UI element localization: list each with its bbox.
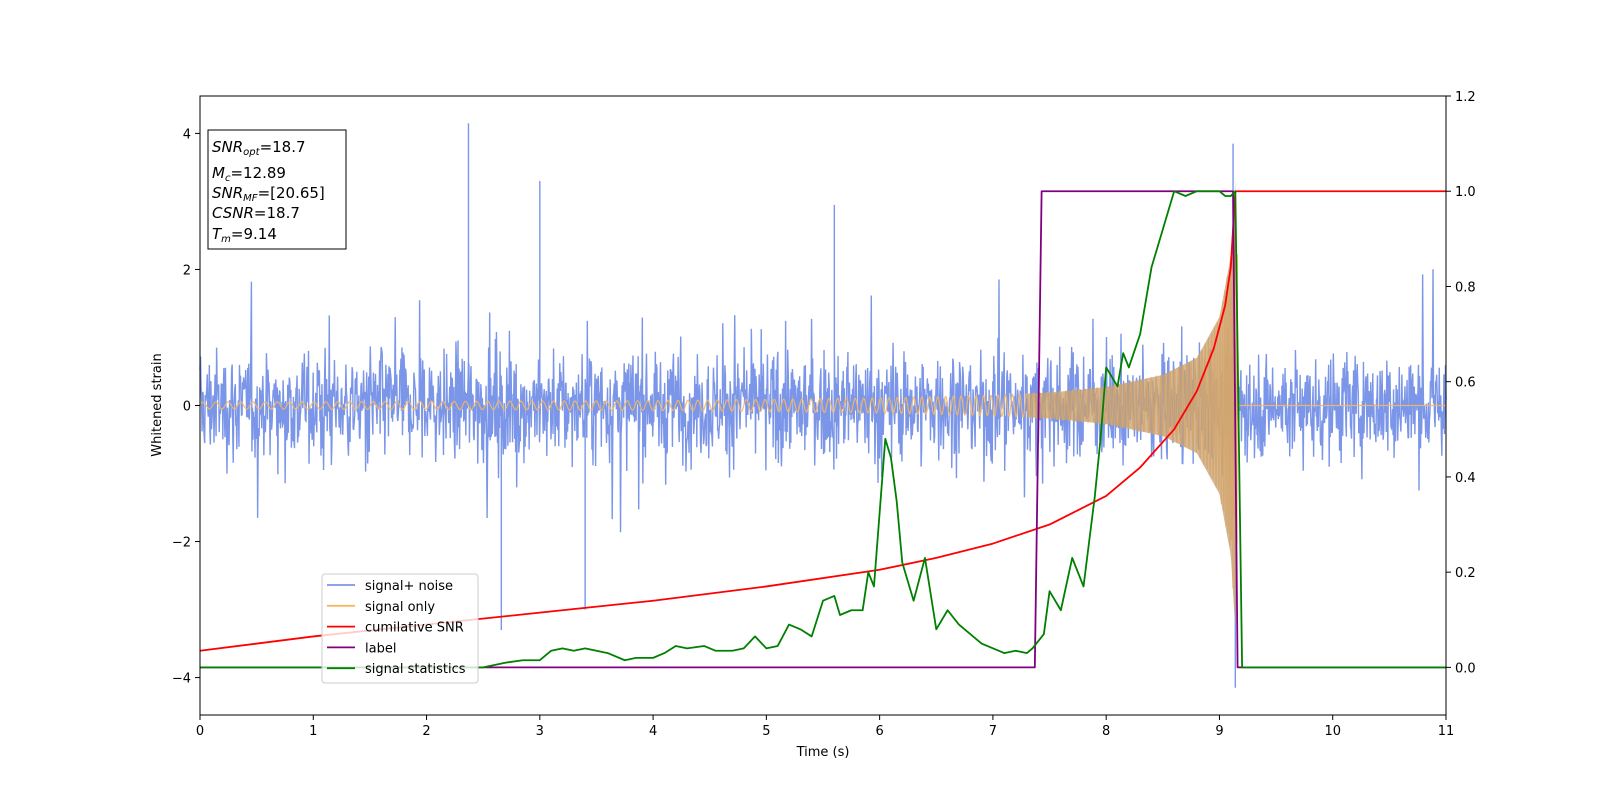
x-tick-label: 3 — [536, 724, 544, 739]
legend-label: signal+ noise — [365, 579, 453, 594]
legend-label: signal only — [365, 600, 435, 615]
x-tick-label: 10 — [1324, 724, 1341, 739]
series-cumilative-snr — [199, 190, 1446, 652]
series-signal-only-envelope — [1026, 181, 1236, 630]
y-left-tick-label: 2 — [183, 263, 191, 278]
x-tick-label: 9 — [1215, 724, 1223, 739]
annotation-line: SNRopt=18.7 — [212, 138, 306, 158]
annotation-frame — [207, 129, 347, 250]
x-tick-label: 0 — [196, 724, 204, 739]
annotation-line: SNRMF=[20.65] — [212, 184, 325, 204]
y-right-tick-label: 1.2 — [1455, 90, 1476, 105]
annotation-line: Tm=9.14 — [212, 225, 277, 245]
y-right-tick-label: 0.8 — [1455, 280, 1476, 295]
y-left-tick-label: −2 — [172, 536, 191, 551]
x-tick-label: 7 — [989, 724, 997, 739]
y-right-tick-label: 0.4 — [1455, 471, 1476, 486]
y-left-tick-label: 0 — [183, 400, 191, 415]
series-signal-statistics — [200, 190, 1446, 669]
y-left-tick-label: 4 — [183, 127, 191, 142]
x-axis-ticks: 0 1 2 3 4 5 6 7 8 9 10 11 — [196, 715, 1454, 739]
y-right-axis-ticks: 0.0 0.2 0.4 0.6 0.8 1.0 1.2 — [1446, 90, 1476, 676]
x-axis-title: Time (s) — [796, 745, 850, 760]
annotation-line: Mc=12.89 — [212, 164, 286, 184]
legend-label: label — [365, 641, 396, 656]
x-tick-label: 6 — [875, 724, 883, 739]
x-tick-label: 2 — [422, 724, 430, 739]
series-layer — [199, 123, 1447, 688]
x-tick-label: 5 — [762, 724, 770, 739]
y-left-tick-label: −4 — [172, 672, 191, 687]
y-right-tick-label: 0.6 — [1455, 376, 1476, 391]
y-right-tick-label: 1.0 — [1455, 185, 1476, 200]
x-tick-label: 1 — [309, 724, 317, 739]
annotation-box: SNRopt=18.7 Mc=12.89SNRMF=[20.65]CSNR=18.… — [207, 129, 347, 250]
y-axis-title: Whitened strain — [150, 353, 165, 456]
y-left-axis-ticks: −4 −2 0 2 4 — [172, 127, 200, 687]
x-tick-label: 8 — [1102, 724, 1110, 739]
legend-frame — [321, 573, 479, 684]
legend: signal+ noise signal only cumilative SNR la… — [321, 573, 479, 684]
legend-label: signal statistics — [365, 662, 466, 677]
x-tick-label: 11 — [1438, 724, 1455, 739]
annotation-line: CSNR=18.7 — [212, 204, 300, 222]
legend-label: cumilative SNR — [365, 621, 464, 636]
x-tick-label: 4 — [649, 724, 657, 739]
y-right-tick-label: 0.2 — [1455, 566, 1476, 581]
y-right-tick-label: 0.0 — [1455, 661, 1476, 676]
